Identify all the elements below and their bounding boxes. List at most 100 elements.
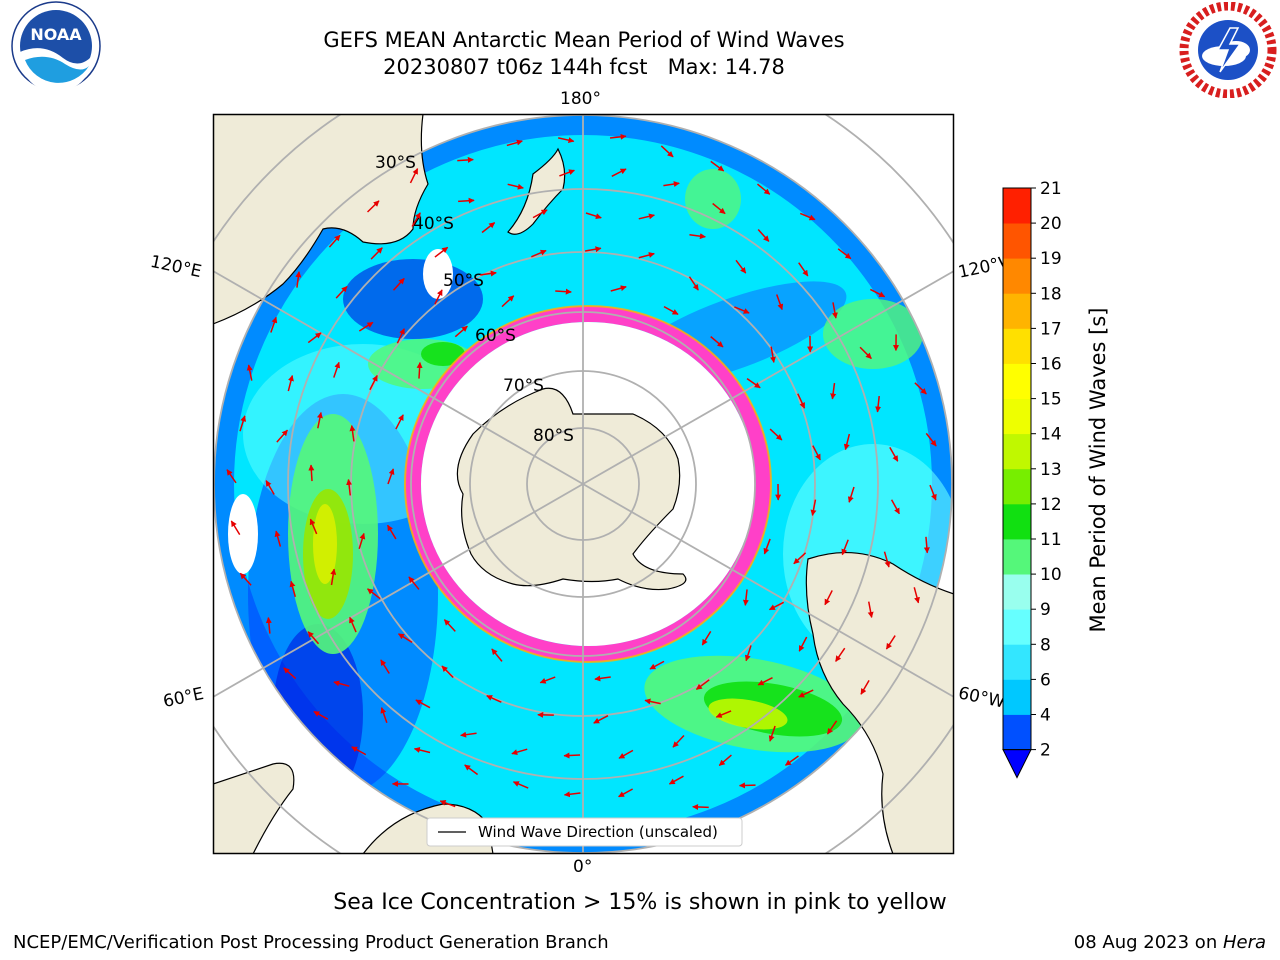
wave-direction-arrow [663, 305, 679, 315]
wave-direction-arrow [270, 316, 278, 333]
wave-direction-arrow [923, 536, 930, 554]
wave-direction-arrow [309, 518, 318, 535]
colorbar-tick-label: 10 [1040, 565, 1062, 585]
chart-subtitle: 20230807 t06z 144h fcst Max: 14.78 [383, 55, 785, 79]
australia [213, 114, 429, 325]
colorbar-block [1003, 293, 1031, 329]
wave-direction-arrow [335, 285, 348, 299]
lat-label-30s: 30°S [375, 153, 416, 173]
wave-direction-arrow [563, 752, 581, 759]
wave-direction-arrow [555, 288, 572, 295]
wave-direction-arrow [380, 707, 388, 724]
wave-direction-arrow [710, 336, 724, 348]
wave-direction-arrow [610, 285, 627, 292]
wave-direction-arrow [276, 429, 289, 443]
wave-direction-arrow [649, 660, 665, 670]
wave-direction-arrow [226, 469, 237, 484]
colorbar-block [1003, 503, 1031, 540]
noaa-logo-text: NOAA [30, 25, 82, 44]
wave-direction-arrow [413, 747, 431, 754]
wave-direction-arrow [695, 679, 710, 690]
wave-direction-arrow [511, 748, 528, 756]
wave-direction-arrow [734, 306, 750, 314]
wave-direction-arrow [457, 156, 474, 163]
colorbar-tick-label: 6 [1040, 670, 1051, 690]
colorbar-extend-arrow [1002, 749, 1032, 779]
wave-direction-arrow [638, 213, 655, 220]
wave-direction-arrow [757, 228, 770, 242]
wave-direction-arrow [386, 524, 397, 540]
wave-direction-arrow [718, 754, 732, 767]
wave-direction-arrow [663, 181, 680, 188]
antarctica [456, 387, 687, 591]
south-america [805, 414, 954, 854]
wave-direction-arrow [239, 415, 247, 432]
wave-direction-arrow [392, 277, 405, 291]
wave-direction-arrow [776, 294, 784, 311]
wave-direction-arrow [746, 377, 761, 389]
wave-direction-arrow [491, 648, 503, 662]
wave-direction-arrow [313, 710, 329, 720]
wave-direction-arrow [358, 321, 374, 332]
colorbar-tick-label: 2 [1040, 741, 1051, 761]
lon-label-180: 180° [560, 89, 601, 109]
colorbar-tick-label: 11 [1040, 530, 1062, 550]
colorbar-tick-label: 12 [1040, 495, 1062, 515]
wave-direction-arrow [913, 587, 920, 604]
wave-direction-arrow [841, 539, 849, 556]
wave-direction-arrow [330, 568, 337, 586]
colorbar-block [1003, 539, 1031, 575]
wave-direction-arrow [735, 259, 747, 274]
wave-direction-arrow [416, 362, 423, 379]
wave-direction-arrow [885, 635, 896, 650]
wave-direction-arrow [660, 145, 674, 158]
wave-direction-arrow [875, 395, 882, 413]
lat-label-80s: 80°S [533, 426, 574, 446]
wave-direction-arrow [308, 464, 315, 482]
wave-direction-arrow [594, 675, 611, 682]
wave-direction-arrow [609, 133, 627, 140]
footer-date: 08 Aug 2023 on Hera [1074, 932, 1266, 953]
wave-direction-arrow [689, 233, 706, 240]
wave-direction-arrow [351, 746, 367, 756]
wave-direction-arrow [835, 647, 846, 662]
colorbar-tick-label: 8 [1040, 635, 1051, 655]
wave-direction-arrow [593, 714, 609, 724]
colorbar-tick-label: 16 [1040, 355, 1062, 375]
wave-direction-arrow [798, 689, 814, 698]
wave-direction-arrow [784, 755, 799, 766]
lat-label-40s: 40°S [413, 214, 454, 234]
wave-direction-arrow [584, 246, 602, 253]
colorbar-block [1003, 609, 1031, 645]
footer-date-text: 08 Aug 2023 on [1073, 932, 1223, 953]
wave-direction-arrow [246, 364, 253, 381]
colorbar-tick-label: 20 [1040, 214, 1062, 234]
wave-direction-arrow [793, 552, 807, 565]
wave-direction-arrow [559, 169, 575, 177]
wave-direction-arrow [506, 139, 523, 147]
wave-direction-arrow [443, 619, 456, 632]
wave-direction-arrow [367, 588, 381, 600]
noaa-logo: NOAA [11, 1, 101, 92]
wave-direction-arrow [769, 428, 783, 441]
wave-direction-arrow [328, 234, 341, 248]
wave-direction-arrow [611, 168, 627, 178]
map-legend: Wind Wave Direction (unscaled) [426, 817, 743, 847]
wave-direction-arrow [287, 374, 294, 392]
wave-direction-arrow [507, 183, 524, 190]
polar-map: 30°S 40°S 50°S 60°S 70°S 80°S Wind Wave … [212, 113, 955, 855]
colorbar-tick-label: 4 [1040, 706, 1051, 726]
wave-direction-arrow [333, 680, 350, 687]
wind-wave-arrows [226, 133, 937, 838]
wave-direction-arrow [692, 803, 709, 810]
wave-direction-arrow [441, 665, 454, 679]
wave-direction-arrow [867, 601, 874, 618]
wave-direction-arrow [411, 212, 421, 227]
colorbar-block [1003, 223, 1031, 259]
wave-direction-arrow [358, 532, 366, 550]
wave-direction-arrow [715, 710, 732, 718]
wave-direction-arrow [929, 484, 937, 501]
wave-direction-arrow [307, 631, 320, 645]
wave-direction-arrow [486, 695, 502, 703]
wave-direction-arrow [380, 659, 390, 674]
